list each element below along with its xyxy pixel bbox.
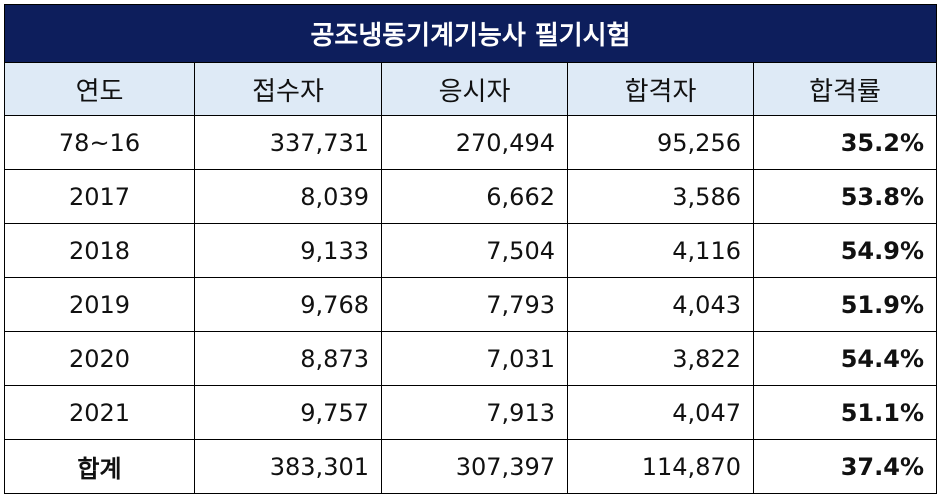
cell-examinees: 7,504 <box>381 223 568 278</box>
cell-examinees: 6,662 <box>381 169 568 224</box>
cell-examinees: 7,031 <box>381 331 568 386</box>
cell-applicants: 8,039 <box>194 169 382 224</box>
table-row: 78~16 337,731 270,494 95,256 35.2% <box>4 115 937 170</box>
total-pass-rate: 37.4% <box>753 439 937 494</box>
total-label: 합계 <box>4 439 195 494</box>
cell-passers: 95,256 <box>567 115 754 170</box>
cell-passers: 4,043 <box>567 277 754 332</box>
cell-pass-rate: 53.8% <box>753 169 937 224</box>
cell-applicants: 8,873 <box>194 331 382 386</box>
cell-pass-rate: 35.2% <box>753 115 937 170</box>
cell-examinees: 7,793 <box>381 277 568 332</box>
column-header-applicants: 접수자 <box>194 62 382 116</box>
cell-applicants: 9,768 <box>194 277 382 332</box>
table-row: 2020 8,873 7,031 3,822 54.4% <box>4 331 937 386</box>
column-header-row: 연도 접수자 응시자 합격자 합격률 <box>4 62 937 116</box>
table-row: 2021 9,757 7,913 4,047 51.1% <box>4 385 937 440</box>
total-examinees: 307,397 <box>381 439 568 494</box>
cell-applicants: 9,133 <box>194 223 382 278</box>
cell-year: 2017 <box>4 169 195 224</box>
cell-passers: 3,586 <box>567 169 754 224</box>
table-title: 공조냉동기계기능사 필기시험 <box>4 4 937 63</box>
column-header-passers: 합격자 <box>567 62 754 116</box>
cell-year: 2019 <box>4 277 195 332</box>
cell-pass-rate: 51.9% <box>753 277 937 332</box>
table-row: 2017 8,039 6,662 3,586 53.8% <box>4 169 937 224</box>
cell-pass-rate: 51.1% <box>753 385 937 440</box>
cell-passers: 4,116 <box>567 223 754 278</box>
total-applicants: 383,301 <box>194 439 382 494</box>
total-row: 합계 383,301 307,397 114,870 37.4% <box>4 439 937 494</box>
cell-applicants: 337,731 <box>194 115 382 170</box>
cell-examinees: 270,494 <box>381 115 568 170</box>
column-header-year: 연도 <box>4 62 195 116</box>
table-row: 2018 9,133 7,504 4,116 54.9% <box>4 223 937 278</box>
column-header-examinees: 응시자 <box>381 62 568 116</box>
exam-statistics-table: 공조냉동기계기능사 필기시험 연도 접수자 응시자 합격자 합격률 78~16 … <box>4 4 937 494</box>
cell-examinees: 7,913 <box>381 385 568 440</box>
cell-year: 2018 <box>4 223 195 278</box>
cell-year: 2021 <box>4 385 195 440</box>
cell-passers: 3,822 <box>567 331 754 386</box>
cell-pass-rate: 54.9% <box>753 223 937 278</box>
total-passers: 114,870 <box>567 439 754 494</box>
cell-pass-rate: 54.4% <box>753 331 937 386</box>
cell-year: 2020 <box>4 331 195 386</box>
cell-applicants: 9,757 <box>194 385 382 440</box>
cell-passers: 4,047 <box>567 385 754 440</box>
column-header-pass-rate: 합격률 <box>753 62 937 116</box>
cell-year: 78~16 <box>4 115 195 170</box>
table-row: 2019 9,768 7,793 4,043 51.9% <box>4 277 937 332</box>
table-title-row: 공조냉동기계기능사 필기시험 <box>4 4 937 63</box>
